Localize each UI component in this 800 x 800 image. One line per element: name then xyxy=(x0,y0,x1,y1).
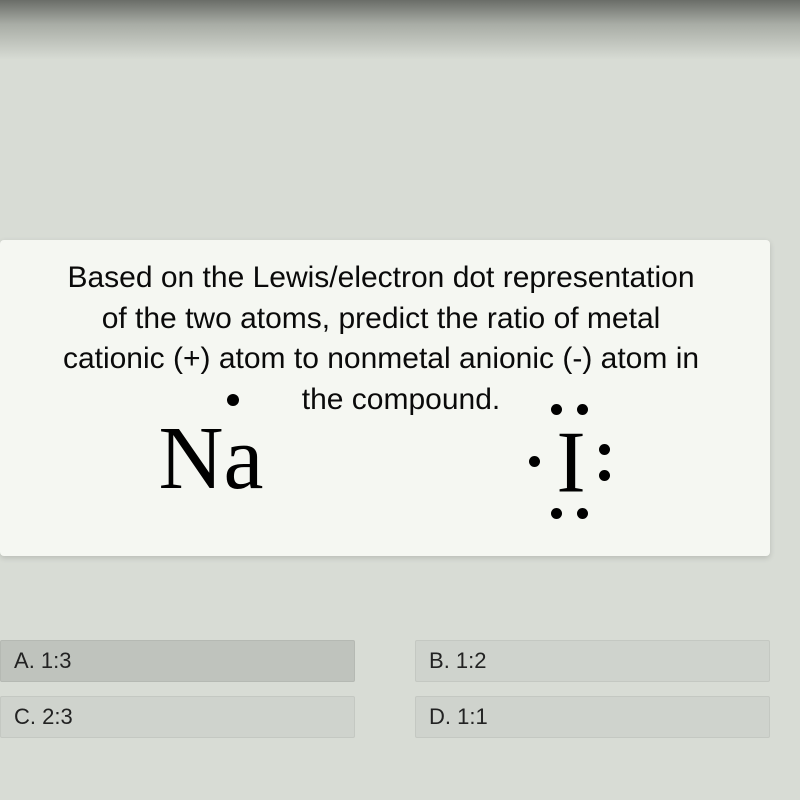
i-electron-dot xyxy=(551,508,562,519)
i-electron-dot xyxy=(599,470,610,481)
question-text: Based on the Lewis/electron dot represen… xyxy=(12,258,750,420)
lewis-diagram-row: Na I xyxy=(12,414,750,528)
atom-left: Na xyxy=(111,414,311,504)
answer-option-b[interactable]: B. 1:2 xyxy=(415,640,770,682)
answer-key: A xyxy=(14,648,29,673)
na-electron-dot xyxy=(227,394,239,406)
answer-key: D xyxy=(429,704,445,729)
answer-text: 1:1 xyxy=(457,704,488,729)
atom-right: I xyxy=(491,408,651,528)
i-electron-dot xyxy=(551,404,562,415)
question-line-3: cationic (+) atom to nonmetal anionic (-… xyxy=(63,342,699,375)
answer-text: 1:3 xyxy=(41,648,72,673)
answer-option-d[interactable]: D. 1:1 xyxy=(415,696,770,738)
atom-right-symbol: I xyxy=(556,420,585,508)
i-electron-dot xyxy=(599,444,610,455)
answer-option-c[interactable]: C. 2:3 xyxy=(0,696,355,738)
answer-key: C xyxy=(14,704,30,729)
answers-grid: A. 1:3 B. 1:2 C. 2:3 D. 1:1 xyxy=(0,640,770,738)
i-electron-dot xyxy=(577,508,588,519)
answer-text: 2:3 xyxy=(42,704,73,729)
i-electron-dot xyxy=(577,404,588,415)
screen-top-bezel xyxy=(0,0,800,60)
i-electron-dot xyxy=(529,456,540,467)
question-line-4: the compound. xyxy=(302,380,500,421)
question-card: Based on the Lewis/electron dot represen… xyxy=(0,240,770,556)
answer-key: B xyxy=(429,648,444,673)
question-line-1: Based on the Lewis/electron dot represen… xyxy=(67,261,694,294)
atom-left-symbol: Na xyxy=(159,409,264,508)
answer-text: 1:2 xyxy=(456,648,487,673)
answer-option-a[interactable]: A. 1:3 xyxy=(0,640,355,682)
question-line-2: of the two atoms, predict the ratio of m… xyxy=(102,302,661,335)
